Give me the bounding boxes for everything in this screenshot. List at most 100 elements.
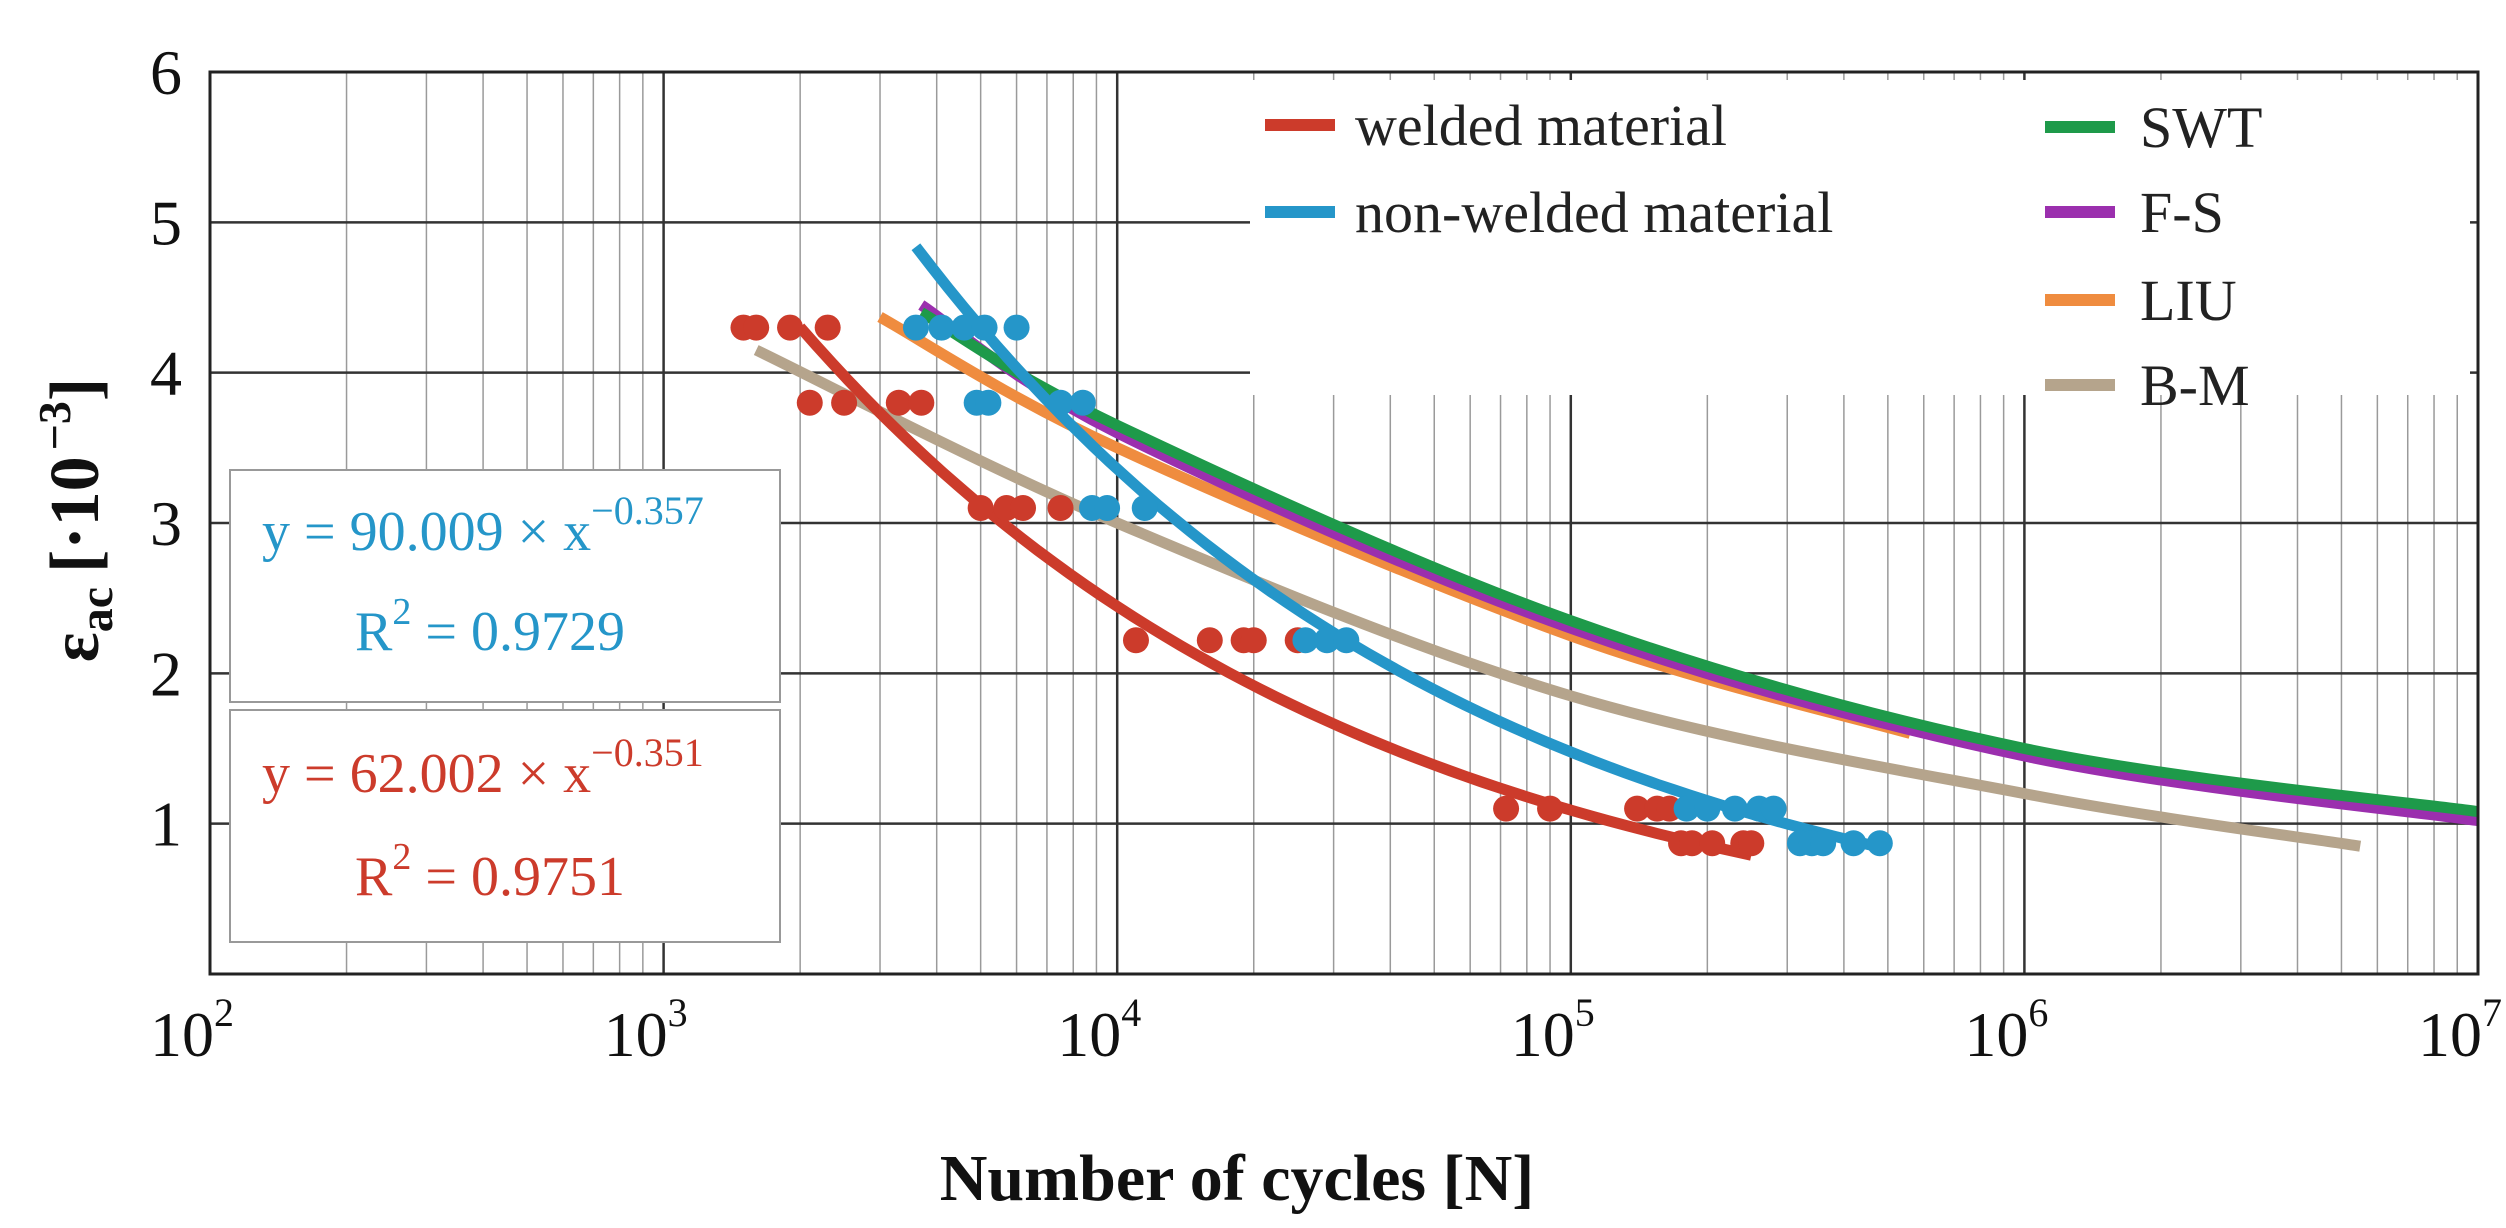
- x-tick-exponent: 5: [1575, 990, 1595, 1035]
- x-tick-label: 104: [1057, 990, 1141, 1070]
- data-point-non-welded: [1694, 795, 1721, 822]
- r-squared-welded-exponent: 2: [392, 836, 411, 878]
- data-point-non-welded: [1047, 389, 1074, 416]
- legend-item-fs: F-S: [2045, 180, 2224, 245]
- data-point-welded: [1240, 627, 1267, 654]
- data-point-non-welded: [928, 314, 955, 341]
- fit-curve-welded: [795, 323, 1753, 861]
- data-point-welded: [1122, 627, 1149, 654]
- equation-non-welded: y = 90.009 × x−0.357: [262, 488, 704, 563]
- equation-box-frame: [229, 469, 781, 703]
- equation-box-frame: [229, 709, 781, 943]
- x-tick-label: 102: [150, 990, 234, 1070]
- x-tick-exponent: 6: [2028, 990, 2048, 1035]
- data-point-welded: [1678, 830, 1705, 857]
- y-tick-label: 6: [150, 37, 182, 108]
- legend-label-non-welded: non-welded material: [1355, 180, 1833, 245]
- equation-box-welded: y = 62.002 × x−0.351 R2 = 0.9751: [229, 709, 781, 943]
- data-point-welded: [1699, 830, 1726, 857]
- data-point-welded: [831, 389, 858, 416]
- data-point-welded: [814, 314, 841, 341]
- data-point-welded: [885, 389, 912, 416]
- svg-text:εac[·10−3]: εac [·10 −3]: [29, 378, 123, 662]
- x-tick-exponent: 2: [214, 990, 234, 1035]
- data-point-welded: [743, 314, 770, 341]
- x-tick-base: 10: [150, 999, 214, 1070]
- x-tick-base: 10: [604, 999, 668, 1070]
- legend-label-swt: SWT: [2140, 95, 2262, 160]
- x-tick-label: 106: [1964, 990, 2048, 1070]
- r-squared-non-welded-exponent: 2: [392, 591, 411, 633]
- legend-item-swt: SWT: [2045, 95, 2262, 160]
- y-tick-label: 3: [150, 488, 182, 559]
- data-point-welded: [777, 314, 804, 341]
- legend-item-non-welded: non-welded material: [1265, 180, 1833, 245]
- data-point-non-welded: [1094, 494, 1121, 521]
- y-tick-label: 5: [150, 187, 182, 258]
- points-layer: [730, 314, 1893, 857]
- r-squared-non-welded-value: = 0.9729: [411, 601, 625, 663]
- data-point-welded: [1196, 627, 1223, 654]
- x-tick-label: 107: [2418, 990, 2502, 1070]
- data-point-non-welded: [902, 314, 929, 341]
- legend: welded material non-welded material SWT …: [1250, 80, 2470, 418]
- equation-box-non-welded: y = 90.009 × x−0.357 R2 = 0.9729: [229, 469, 781, 703]
- equation-non-welded-exponent: −0.357: [591, 488, 704, 533]
- r-squared-non-welded-symbol: R: [355, 601, 393, 663]
- legend-background: [1250, 80, 2470, 395]
- data-point-non-welded: [975, 389, 1002, 416]
- y-label-close: ]: [37, 378, 114, 401]
- y-label-subscript: ac: [70, 587, 123, 632]
- r-squared-welded-symbol: R: [355, 846, 393, 908]
- data-point-non-welded: [1866, 830, 1893, 857]
- data-point-non-welded: [1131, 494, 1158, 521]
- legend-item-liu: LIU: [2045, 268, 2237, 333]
- equation-welded: y = 62.002 × x−0.351: [262, 730, 704, 805]
- data-point-non-welded: [971, 314, 998, 341]
- data-point-welded: [967, 494, 994, 521]
- data-point-non-welded: [951, 314, 978, 341]
- r-squared-non-welded: R2 = 0.9729: [355, 591, 625, 663]
- data-point-welded: [1738, 830, 1765, 857]
- r-squared-welded-value: = 0.9751: [411, 846, 625, 908]
- x-tick-base: 10: [1511, 999, 1575, 1070]
- data-point-non-welded: [1810, 830, 1837, 857]
- x-tick-exponent: 7: [2482, 990, 2502, 1035]
- y-label-exponent: −3: [29, 401, 80, 450]
- data-point-welded: [796, 389, 823, 416]
- x-tick-exponent: 4: [1121, 990, 1141, 1035]
- x-tick-base: 10: [2418, 999, 2482, 1070]
- legend-item-welded: welded material: [1265, 93, 1727, 158]
- data-point-welded: [908, 389, 935, 416]
- data-point-welded: [1624, 795, 1651, 822]
- y-tick-labels: 1 2 3 4 5 6: [150, 37, 182, 860]
- data-point-welded: [1493, 795, 1520, 822]
- data-point-non-welded: [1840, 830, 1867, 857]
- x-tick-base: 10: [1964, 999, 2028, 1070]
- equation-welded-main: y = 62.002 × x: [262, 743, 591, 805]
- data-point-non-welded: [1069, 389, 1096, 416]
- equation-non-welded-main: y = 90.009 × x: [262, 501, 591, 563]
- data-point-non-welded: [1721, 795, 1748, 822]
- y-tick-label: 4: [150, 338, 182, 409]
- data-point-non-welded: [1003, 314, 1030, 341]
- y-label-symbol: ε: [37, 632, 114, 662]
- data-point-non-welded: [1292, 627, 1319, 654]
- x-tick-label: 103: [604, 990, 688, 1070]
- y-axis-label: εac [·10 −3]: [29, 378, 123, 662]
- model-curve-b-m: [753, 345, 2362, 852]
- data-point-welded: [1537, 795, 1564, 822]
- r-squared-welded: R2 = 0.9751: [355, 836, 625, 908]
- legend-label-welded: welded material: [1355, 93, 1727, 158]
- data-point-non-welded: [1313, 627, 1340, 654]
- y-tick-label: 1: [150, 789, 182, 860]
- y-tick-label: 2: [150, 638, 182, 709]
- legend-label-liu: LIU: [2140, 268, 2237, 333]
- y-label-unit: [·10: [37, 456, 114, 573]
- data-point-non-welded: [1760, 795, 1787, 822]
- equation-welded-exponent: −0.351: [591, 730, 704, 775]
- plot-frame: [208, 70, 2480, 976]
- legend-item-bm: B-M: [2045, 353, 2250, 418]
- x-tick-labels: 102 103 104 105 106 107: [150, 990, 2502, 1070]
